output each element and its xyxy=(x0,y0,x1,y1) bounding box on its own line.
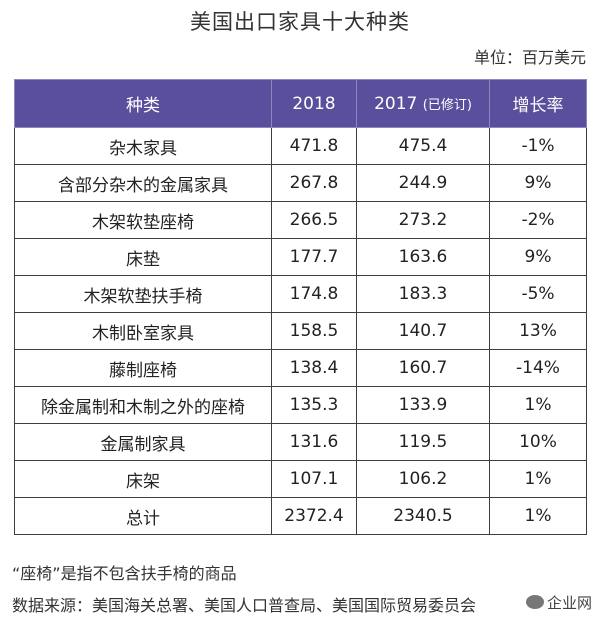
cell-category: 床垫 xyxy=(14,238,272,276)
cell-2018: 158.5 xyxy=(271,312,357,350)
cell-category: 床架 xyxy=(14,460,272,498)
table-row: 床垫 177.7 163.6 9% xyxy=(14,238,587,276)
table-row: 除金属制和木制之外的座椅 135.3 133.9 1% xyxy=(14,386,587,424)
watermark: 企业网 xyxy=(523,592,594,613)
cell-2017: 160.7 xyxy=(356,349,490,387)
cell-2017: 244.9 xyxy=(356,164,490,202)
cell-2018: 266.5 xyxy=(271,201,357,239)
table-row: 藤制座椅 138.4 160.7 -14% xyxy=(14,349,587,387)
cell-growth: 1% xyxy=(489,497,587,535)
cell-2017: 475.4 xyxy=(356,127,490,165)
cell-growth: -5% xyxy=(489,275,587,313)
cell-2018: 131.6 xyxy=(271,423,357,461)
cell-category: 金属制家具 xyxy=(14,423,272,461)
cell-2018: 177.7 xyxy=(271,238,357,276)
cell-2018: 471.8 xyxy=(271,127,357,165)
page-title: 美国出口家具十大种类 xyxy=(190,10,410,34)
footnote: “座椅”是指不包含扶手椅的商品 xyxy=(12,564,237,583)
cell-growth: -14% xyxy=(489,349,587,387)
table-row: 总计 2372.4 2340.5 1% xyxy=(14,497,587,535)
cell-category: 除金属制和木制之外的座椅 xyxy=(14,386,272,424)
cell-2017: 133.9 xyxy=(356,386,490,424)
header-2018: 2018 xyxy=(271,79,357,128)
cell-category: 杂木家具 xyxy=(14,127,272,165)
wechat-icon xyxy=(525,595,544,609)
cell-category: 总计 xyxy=(14,497,272,535)
cell-2017: 183.3 xyxy=(356,275,490,313)
cell-category: 木架软垫扶手椅 xyxy=(14,275,272,313)
header-growth: 增长率 xyxy=(489,79,587,128)
table-row: 金属制家具 131.6 119.5 10% xyxy=(14,423,587,461)
table-header-row: 种类 2018 2017 (已修订) 增长率 xyxy=(14,79,587,128)
cell-growth: 10% xyxy=(489,423,587,461)
cell-2018: 267.8 xyxy=(271,164,357,202)
cell-2017: 140.7 xyxy=(356,312,490,350)
cell-2018: 107.1 xyxy=(271,460,357,498)
cell-2017: 106.2 xyxy=(356,460,490,498)
cell-2018: 138.4 xyxy=(271,349,357,387)
export-table: 种类 2018 2017 (已修订) 增长率 杂木家具 471.8 475.4 -1%… xyxy=(14,79,587,535)
table-row: 床架 107.1 106.2 1% xyxy=(14,460,587,498)
header-2017: 2017 (已修订) xyxy=(356,79,490,128)
cell-2018: 2372.4 xyxy=(271,497,357,535)
cell-2017: 2340.5 xyxy=(356,497,490,535)
cell-2017: 119.5 xyxy=(356,423,490,461)
cell-growth: 9% xyxy=(489,238,587,276)
cell-category: 木制卧室家具 xyxy=(14,312,272,350)
cell-growth: -2% xyxy=(489,201,587,239)
cell-growth: 1% xyxy=(489,460,587,498)
cell-growth: 13% xyxy=(489,312,587,350)
cell-growth: 9% xyxy=(489,164,587,202)
cell-category: 藤制座椅 xyxy=(14,349,272,387)
cell-2018: 174.8 xyxy=(271,275,357,313)
table-row: 木制卧室家具 158.5 140.7 13% xyxy=(14,312,587,350)
header-category: 种类 xyxy=(14,79,272,128)
cell-2017: 273.2 xyxy=(356,201,490,239)
cell-2017: 163.6 xyxy=(356,238,490,276)
table-row: 木架软垫扶手椅 174.8 183.3 -5% xyxy=(14,275,587,313)
cell-2018: 135.3 xyxy=(271,386,357,424)
table-row: 含部分杂木的金属家具 267.8 244.9 9% xyxy=(14,164,587,202)
cell-growth: 1% xyxy=(489,386,587,424)
table-row: 杂木家具 471.8 475.4 -1% xyxy=(14,127,587,165)
unit-label: 单位：百万美元 xyxy=(473,48,586,67)
source-line: 数据来源：美国海关总署、美国人口普查局、美国国际贸易委员会 xyxy=(12,596,477,615)
cell-category: 木架软垫座椅 xyxy=(14,201,272,239)
cell-growth: -1% xyxy=(489,127,587,165)
table-body: 杂木家具 471.8 475.4 -1% 含部分杂木的金属家具 267.8 244.9 9% 木… xyxy=(14,127,587,535)
cell-category: 含部分杂木的金属家具 xyxy=(14,164,272,202)
table-row: 木架软垫座椅 266.5 273.2 -2% xyxy=(14,201,587,239)
